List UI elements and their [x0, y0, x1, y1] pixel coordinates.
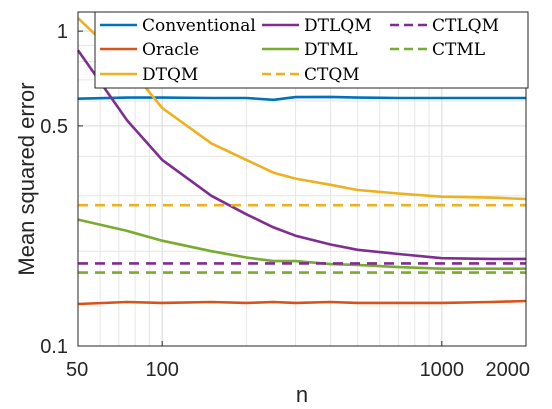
series-line-oracle	[77, 299, 527, 306]
y-tick-label: 0.1	[40, 336, 68, 358]
series-line-dtqm	[77, 17, 527, 201]
legend: Conventional Oracle DTQM DTLQM DTML CTQM CTLQM…	[94, 11, 529, 89]
x-tick-label: 100	[145, 359, 178, 381]
y-tick-label: 0.5	[40, 116, 68, 138]
legend-label: CTQM	[304, 65, 360, 85]
legend-label: CTLQM	[432, 16, 499, 36]
y-tick-label: 1	[57, 21, 68, 43]
legend-label: DTLQM	[304, 16, 372, 36]
x-tick-label: 50	[66, 359, 88, 381]
series-lines	[76, 17, 527, 306]
y-axis-label: Mean squared error	[14, 82, 39, 275]
axis-ticks: 50 100 1000 2000 0.1 0.5 1	[40, 21, 530, 381]
x-tick-label: 1000	[420, 359, 465, 381]
x-axis-label: n	[296, 382, 308, 407]
series-line-dtml	[77, 218, 526, 271]
x-tick-label: 2000	[486, 359, 531, 381]
legend-label: DTQM	[142, 65, 198, 85]
legend-label: CTML	[432, 40, 485, 60]
legend-box	[94, 11, 529, 89]
legend-label: Conventional	[142, 16, 256, 36]
series-line-dtlqm	[76, 49, 526, 261]
series-line-conventional	[77, 95, 526, 102]
legend-label: DTML	[304, 40, 358, 60]
legend-label: Oracle	[142, 40, 199, 60]
